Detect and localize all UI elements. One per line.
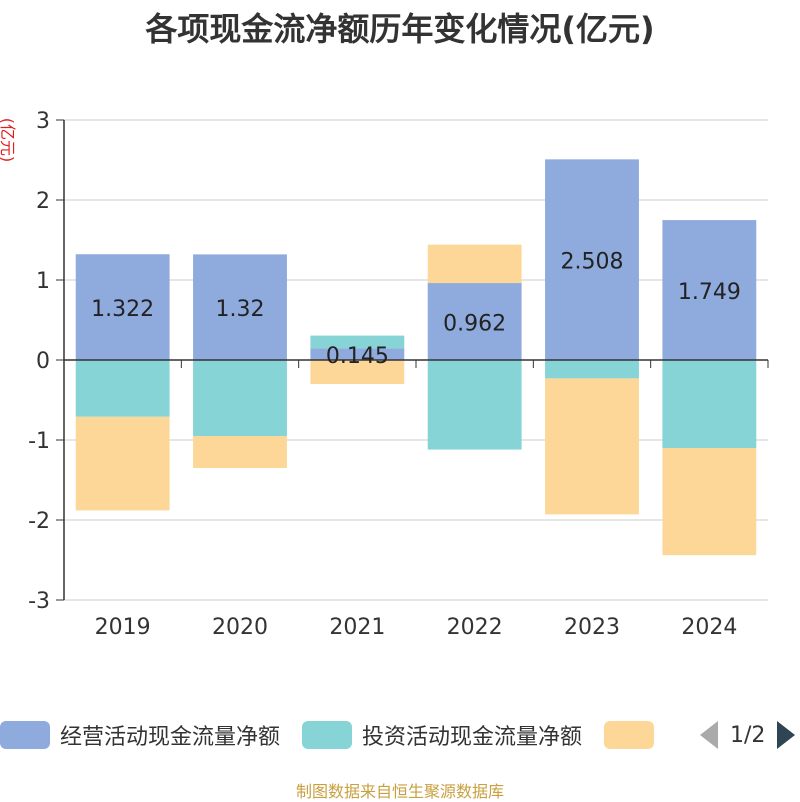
bar-investing-2022: [427, 360, 522, 450]
legend-prev-icon[interactable]: [700, 721, 718, 749]
bar-financing-2019: [75, 416, 170, 511]
bar-operating-2021: [310, 348, 405, 360]
x-tick-label: 2020: [212, 615, 268, 640]
bar-financing-2024: [662, 448, 757, 556]
legend-pager: 1/2: [700, 718, 796, 752]
y-tick-label: 0: [36, 349, 50, 374]
data-label-operating: 1.322: [91, 297, 154, 322]
bar-financing-2020: [193, 436, 287, 468]
x-tick-label: 2019: [95, 615, 151, 640]
y-tick-label: 2: [36, 189, 50, 214]
bar-investing-2023: [545, 360, 639, 379]
bar-operating-2019: [75, 254, 170, 360]
y-tick-label: -3: [28, 589, 50, 614]
bar-operating-2022: [427, 283, 522, 360]
bar-operating-2020: [193, 254, 287, 360]
legend-item-financing[interactable]: [604, 721, 655, 749]
y-tick-label: 3: [36, 109, 50, 134]
x-tick-label: 2021: [329, 615, 385, 640]
y-tick-label: 1: [36, 269, 50, 294]
data-label-operating: 0.145: [326, 344, 389, 369]
x-tick-label: 2024: [681, 615, 737, 640]
legend-item-investing[interactable]: 投资活动现金流量净额: [302, 719, 582, 751]
data-label-operating: 1.749: [678, 280, 741, 305]
chart-title: 各项现金流净额历年变化情况(亿元): [145, 10, 655, 48]
data-source-note: 制图数据来自恒生聚源数据库: [295, 782, 504, 801]
bar-operating-2023: [545, 159, 639, 360]
bar-financing-2022: [427, 244, 522, 284]
legend-item-operating[interactable]: 经营活动现金流量净额: [0, 719, 280, 751]
chart-plot: 3 2 1 0 -1 -2 -3 (亿元) 2019 2020 2021 2022 2023 2024 1.…: [0, 109, 769, 640]
bar-investing-2020: [193, 360, 287, 436]
x-tick-label: 2022: [447, 615, 503, 640]
y-tick-label: -1: [28, 429, 50, 454]
bar-investing-2019: [75, 360, 170, 417]
legend-swatch-investing: [302, 721, 353, 749]
bar-financing-2021: [310, 360, 405, 384]
data-label-operating: 1.32: [216, 297, 265, 322]
bar-investing-2024: [662, 360, 757, 448]
legend-swatch-financing: [604, 721, 655, 749]
bar-investing-2021: [310, 335, 405, 349]
bar-operating-2024: [662, 220, 757, 360]
x-tick-label: 2023: [564, 615, 620, 640]
y-axis-label: (亿元): [0, 118, 17, 163]
data-label-operating: 0.962: [443, 312, 506, 337]
legend-page-indicator: 1/2: [730, 722, 766, 748]
bar-financing-2023: [545, 378, 639, 515]
data-label-operating: 2.508: [561, 250, 624, 275]
legend-swatch-operating: [0, 721, 50, 749]
legend-label-investing: 投资活动现金流量净额: [362, 725, 583, 750]
y-tick-label: -2: [28, 509, 50, 534]
legend-label-operating: 经营活动现金流量净额: [60, 725, 281, 750]
legend: 经营活动现金流量净额 投资活动现金流量净额: [0, 718, 676, 752]
legend-next-icon[interactable]: [777, 721, 796, 749]
